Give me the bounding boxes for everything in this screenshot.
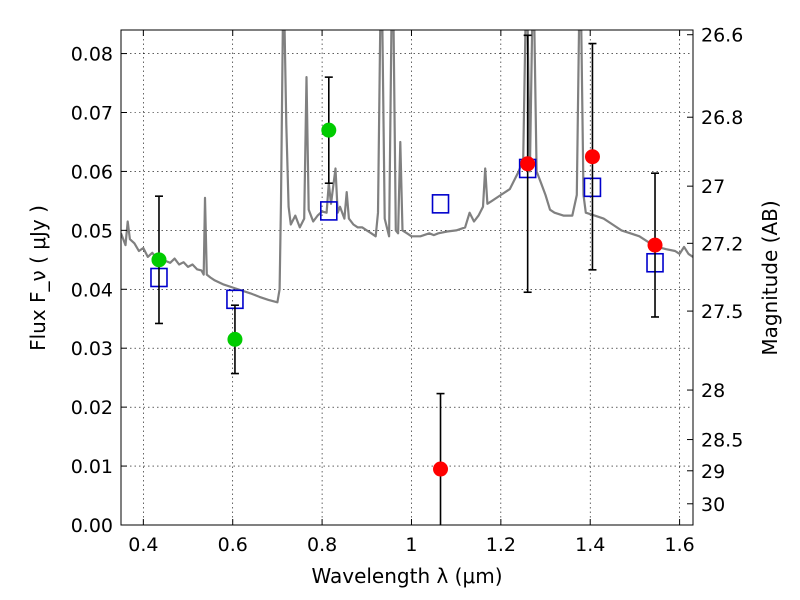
y2-tick-label: 27 <box>701 176 725 198</box>
red-data-point <box>647 237 663 253</box>
model-square-marker <box>431 194 450 214</box>
y2-tick-label: 27.2 <box>701 233 743 255</box>
photometry-markers <box>150 34 664 525</box>
y2-tick-label: 28.5 <box>701 430 743 452</box>
y-tick-label: 0.01 <box>71 456 113 478</box>
x-tick-label: 1.4 <box>575 534 605 556</box>
green-data-point <box>321 122 337 138</box>
x-tick-label: 0.8 <box>307 534 337 556</box>
red-data-point <box>584 149 600 165</box>
y-tick-label: 0.00 <box>71 515 113 537</box>
x-tick-label: 1 <box>405 534 417 556</box>
y-axis-label: Flux F_ν ( μJy ) <box>26 205 50 351</box>
green-data-point <box>227 331 243 347</box>
red-data-point <box>433 461 449 477</box>
plot-area <box>121 30 693 525</box>
x-axis-ticks: 0.4 0.6 0.8 1 1.2 1.4 1.6 <box>128 30 695 556</box>
y-tick-label: 0.05 <box>71 220 113 242</box>
y2-axis-ticks: 26.6 26.8 27 27.2 27.5 28 28.5 29 30 <box>687 25 743 516</box>
spectrum-line <box>121 30 693 304</box>
spectrum-line-series <box>121 30 693 304</box>
plot-frame <box>120 29 694 526</box>
y-tick-label: 0.02 <box>71 397 113 419</box>
y-tick-label: 0.07 <box>71 103 113 125</box>
y2-tick-label: 26.8 <box>701 107 743 129</box>
x-tick-label: 1.6 <box>664 534 694 556</box>
y2-tick-label: 30 <box>701 494 725 516</box>
red-data-point <box>520 156 536 172</box>
y2-tick-label: 29 <box>701 461 725 483</box>
y2-tick-label: 27.5 <box>701 301 743 323</box>
x-tick-label: 0.6 <box>218 534 248 556</box>
x-tick-label: 0.4 <box>128 534 158 556</box>
grid-lines <box>121 30 693 526</box>
x-axis-label: Wavelength λ (μm) <box>311 564 502 588</box>
y-tick-label: 0.08 <box>71 44 113 66</box>
y2-tick-label: 28 <box>701 380 725 402</box>
x-tick-label: 1.2 <box>486 534 516 556</box>
model-square-marker <box>319 201 338 221</box>
y-tick-label: 0.04 <box>71 279 113 301</box>
y-tick-label: 0.03 <box>71 338 113 360</box>
green-data-point <box>151 252 167 268</box>
y2-tick-label: 26.6 <box>701 25 743 47</box>
y-tick-label: 0.06 <box>71 161 113 183</box>
y2-axis-label: Magnitude (AB) <box>758 200 782 355</box>
y-axis-ticks: 0.00 0.01 0.02 0.03 0.04 0.05 0.06 0.07 0.08 <box>71 44 127 537</box>
